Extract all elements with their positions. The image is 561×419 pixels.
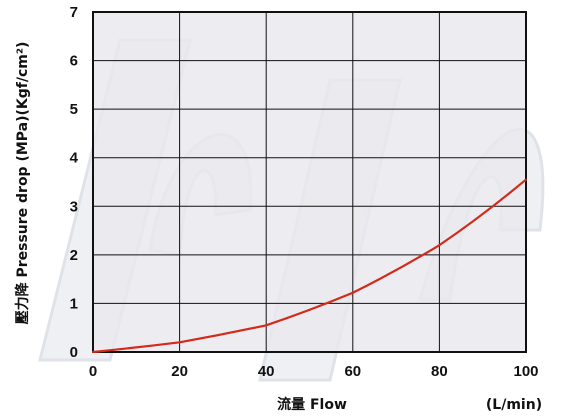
y-tick-label: 3 bbox=[70, 198, 78, 215]
y-axis-label: 壓力降 Pressure drop (MPa)(Kgf/cm²) bbox=[14, 42, 31, 325]
data-point bbox=[438, 244, 441, 247]
grid bbox=[92, 11, 527, 353]
x-tick-label: 20 bbox=[171, 363, 188, 380]
y-tick-label: 2 bbox=[70, 247, 78, 264]
data-point bbox=[178, 341, 181, 344]
y-tick-label: 4 bbox=[70, 150, 79, 167]
y-tick-labels: 0 1 2 3 4 5 6 7 bbox=[70, 4, 79, 361]
data-point bbox=[351, 291, 354, 294]
data-point bbox=[92, 351, 94, 353]
x-tick-label: 0 bbox=[89, 363, 97, 380]
y-tick-label: 1 bbox=[70, 295, 78, 312]
y-tick-label: 7 bbox=[70, 4, 78, 21]
x-tick-label: 80 bbox=[431, 363, 448, 380]
x-tick-label: 60 bbox=[344, 363, 361, 380]
data-point bbox=[265, 324, 268, 327]
x-tick-labels: 0 20 40 60 80 100 bbox=[89, 363, 539, 380]
data-points bbox=[92, 178, 527, 353]
y-tick-label: 5 bbox=[70, 101, 78, 118]
x-axis-unit: (L/min) bbox=[486, 397, 542, 413]
series-line bbox=[92, 178, 527, 354]
plot-border bbox=[92, 11, 527, 353]
x-axis-label: 流量 Flow bbox=[277, 396, 347, 413]
x-tick-label: 100 bbox=[513, 363, 538, 380]
plot-area bbox=[93, 12, 526, 352]
y-tick-label: 0 bbox=[70, 344, 78, 361]
y-tick-label: 6 bbox=[70, 53, 78, 70]
x-tick-label: 40 bbox=[258, 363, 275, 380]
data-point bbox=[525, 178, 527, 181]
